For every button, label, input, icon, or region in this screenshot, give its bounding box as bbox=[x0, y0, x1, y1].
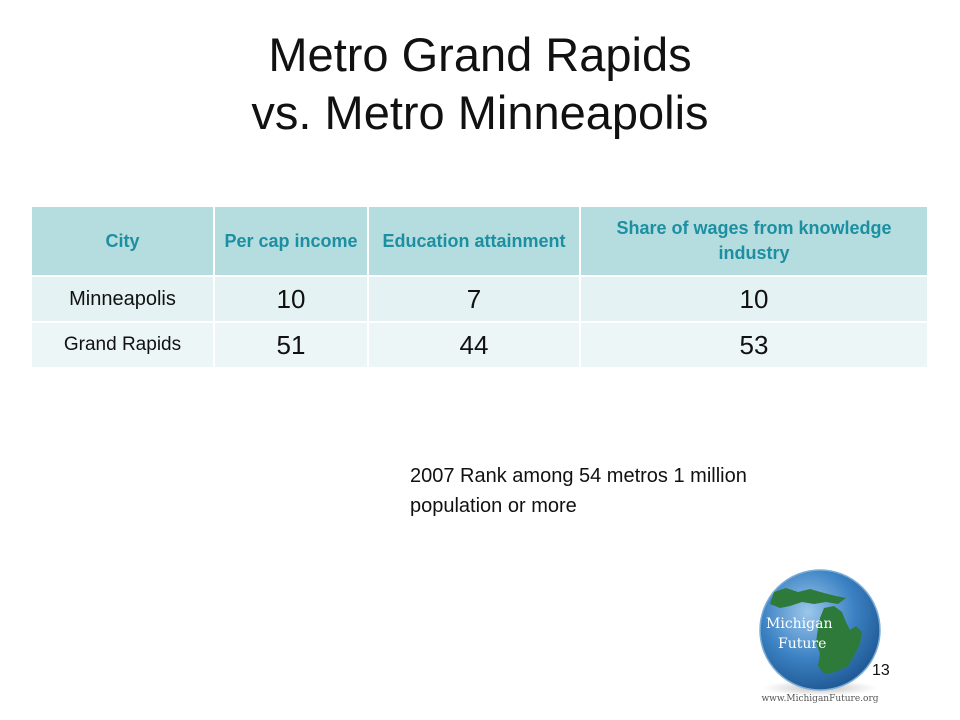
rank-table: City Per cap income Education attainment… bbox=[32, 207, 929, 367]
slide-title: Metro Grand Rapids vs. Metro Minneapolis bbox=[0, 26, 960, 142]
header-city: City bbox=[32, 207, 215, 276]
table-row: Minneapolis 10 7 10 bbox=[32, 275, 929, 322]
cell-city: Minneapolis bbox=[32, 275, 215, 322]
cell-share-of-wages: 53 bbox=[580, 321, 929, 367]
slide-title-line-2: vs. Metro Minneapolis bbox=[251, 86, 709, 139]
rank-note: 2007 Rank among 54 metros 1 million popu… bbox=[410, 465, 747, 517]
page-number: 13 bbox=[872, 662, 890, 679]
table-row: Grand Rapids 51 44 53 bbox=[32, 321, 929, 367]
header-share-of-wages: Share of wages from knowledge industry bbox=[580, 207, 929, 276]
logo-url: www.MichiganFuture.org bbox=[761, 694, 879, 704]
cell-per-cap-income: 51 bbox=[214, 321, 369, 367]
header-per-cap-income: Per cap income bbox=[214, 207, 369, 276]
logo-name-line-1: Michigan bbox=[766, 616, 832, 632]
slide-title-line-1: Metro Grand Rapids bbox=[268, 28, 692, 81]
cell-per-cap-income: 10 bbox=[214, 275, 369, 322]
cell-share-of-wages: 10 bbox=[580, 275, 929, 322]
cell-city: Grand Rapids bbox=[32, 321, 215, 367]
globe-icon: Michigan Future bbox=[759, 569, 881, 696]
logo-name-line-2: Future bbox=[778, 636, 826, 652]
michigan-future-logo: Michigan Future www.MichiganFuture.org bbox=[752, 568, 888, 712]
cell-education-attainment: 7 bbox=[368, 275, 581, 322]
header-education-attainment: Education attainment bbox=[368, 207, 581, 276]
cell-education-attainment: 44 bbox=[368, 321, 581, 367]
table-header-row: City Per cap income Education attainment… bbox=[32, 207, 929, 276]
